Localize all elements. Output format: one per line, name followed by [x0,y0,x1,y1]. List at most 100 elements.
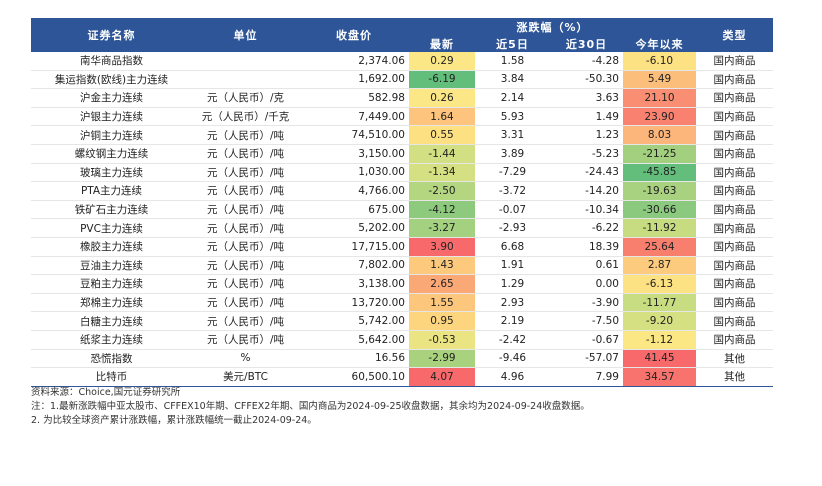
security-name: PVC主力连续 [31,218,192,238]
table-row: 沪铜主力连续 元（人民币）/吨 74,510.00 0.55 3.31 1.23… [31,125,774,145]
close-price: 2,374.06 [299,52,409,71]
table-row: 恐慌指数 % 16.56 -2.99 -9.46 -57.07 41.45 其他 [31,348,774,369]
type-cell: 国内商品 [696,256,774,276]
security-name: 豆油主力连续 [31,256,192,276]
change-ytd: 25.64 [623,237,697,257]
latest-change: 0.26 [409,88,475,108]
latest-change: 0.95 [409,311,475,331]
change-ytd: 23.90 [623,107,697,127]
change-ytd: 41.45 [623,348,697,369]
change-5d: 1.58 [475,52,550,71]
table-row: 南华商品指数 2,374.06 0.29 1.58 -4.28 -6.10 国内… [31,52,774,71]
table-row: 豆油主力连续 元（人民币）/吨 7,802.00 1.43 1.91 0.61 … [31,256,774,276]
latest-change: 0.55 [409,125,475,145]
security-name: 比特币 [31,367,192,387]
close-price: 16.56 [299,348,409,369]
change-5d: 1.91 [475,256,550,276]
close-price: 582.98 [299,88,409,108]
close-price: 1,030.00 [299,163,409,183]
type-cell: 国内商品 [696,237,774,257]
unit-cell: 元（人民币）/吨 [192,218,299,238]
change-30d: 18.39 [550,237,623,257]
close-price: 7,449.00 [299,107,409,127]
close-price: 4,766.00 [299,181,409,201]
table-row: PVC主力连续 元（人民币）/吨 5,202.00 -3.27 -2.93 -6… [31,218,774,238]
type-cell: 国内商品 [696,107,774,127]
type-cell: 国内商品 [696,311,774,331]
unit-cell: % [192,348,299,369]
change-30d: -10.34 [550,200,623,220]
table-row: 橡胶主力连续 元（人民币）/吨 17,715.00 3.90 6.68 18.3… [31,237,774,257]
unit-cell: 元（人民币）/吨 [192,274,299,294]
security-name: 沪金主力连续 [31,88,192,108]
type-cell: 国内商品 [696,52,774,71]
security-name: 螺纹钢主力连续 [31,144,192,164]
col-header-latest: 最新 [409,35,475,52]
unit-cell: 元（人民币）/吨 [192,330,299,350]
change-30d: 0.00 [550,274,623,294]
market-performance-table: 证券名称 单位 收盘价 涨跌幅（%） 类型 最新 近5日 近30日 今年以来 南… [31,18,774,387]
unit-cell: 元（人民币）/克 [192,88,299,108]
latest-change: -1.34 [409,163,475,183]
change-5d: 2.19 [475,311,550,331]
latest-change: 3.90 [409,237,475,257]
change-ytd: -45.85 [623,163,697,183]
table-body: 南华商品指数 2,374.06 0.29 1.58 -4.28 -6.10 国内… [31,52,774,387]
change-30d: -3.90 [550,293,623,313]
table-row: 集运指数(欧线)主力连续 1,692.00 -6.19 3.84 -50.30 … [31,70,774,90]
unit-cell [192,70,299,90]
change-5d: 1.29 [475,274,550,294]
unit-cell: 元（人民币）/吨 [192,144,299,164]
close-price: 17,715.00 [299,237,409,257]
change-5d: -2.93 [475,218,550,238]
security-name: 铁矿石主力连续 [31,200,192,220]
change-30d: -14.20 [550,181,623,201]
market-table-container: 证券名称 单位 收盘价 涨跌幅（%） 类型 最新 近5日 近30日 今年以来 南… [31,18,774,387]
change-ytd: -11.77 [623,293,697,313]
close-price: 60,500.10 [299,367,409,387]
unit-cell: 元（人民币）/吨 [192,311,299,331]
table-row: 纸浆主力连续 元（人民币）/吨 5,642.00 -0.53 -2.42 -0.… [31,330,774,350]
security-name: 豆粕主力连续 [31,274,192,294]
close-price: 675.00 [299,200,409,220]
col-header-5d: 近5日 [475,35,550,52]
unit-cell: 美元/BTC [192,367,299,387]
close-price: 1,692.00 [299,70,409,90]
footnote-2: 2. 为比较全球资产累计涨跌幅，累计涨跌幅统一截止2024-09-24。 [31,415,317,426]
change-5d: 2.93 [475,293,550,313]
type-cell: 国内商品 [696,163,774,183]
change-ytd: 5.49 [623,70,697,90]
type-cell: 国内商品 [696,330,774,350]
change-30d: 1.23 [550,125,623,145]
change-30d: -50.30 [550,70,623,90]
col-header-unit: 单位 [192,18,299,52]
unit-cell: 元（人民币）/吨 [192,181,299,201]
close-price: 74,510.00 [299,125,409,145]
latest-change: 4.07 [409,367,475,387]
latest-change: -1.44 [409,144,475,164]
latest-change: -3.27 [409,218,475,238]
change-5d: 5.93 [475,107,550,127]
change-ytd: -9.20 [623,311,697,331]
change-ytd: 21.10 [623,88,697,108]
type-cell: 国内商品 [696,200,774,220]
latest-change: 1.55 [409,293,475,313]
col-header-ytd: 今年以来 [623,35,697,52]
change-ytd: -1.12 [623,330,697,350]
close-price: 5,202.00 [299,218,409,238]
change-30d: 1.49 [550,107,623,127]
table-row: 螺纹钢主力连续 元（人民币）/吨 3,150.00 -1.44 3.89 -5.… [31,144,774,164]
change-5d: -2.42 [475,330,550,350]
unit-cell: 元（人民币）/吨 [192,163,299,183]
latest-change: 1.43 [409,256,475,276]
type-cell: 国内商品 [696,293,774,313]
close-price: 5,642.00 [299,330,409,350]
unit-cell: 元（人民币）/吨 [192,293,299,313]
change-30d: -6.22 [550,218,623,238]
type-cell: 其他 [696,367,774,387]
latest-change: 2.65 [409,274,475,294]
table-row: 铁矿石主力连续 元（人民币）/吨 675.00 -4.12 -0.07 -10.… [31,200,774,220]
close-price: 3,138.00 [299,274,409,294]
type-cell: 国内商品 [696,70,774,90]
table-row: 沪银主力连续 元（人民币）/千克 7,449.00 1.64 5.93 1.49… [31,107,774,127]
